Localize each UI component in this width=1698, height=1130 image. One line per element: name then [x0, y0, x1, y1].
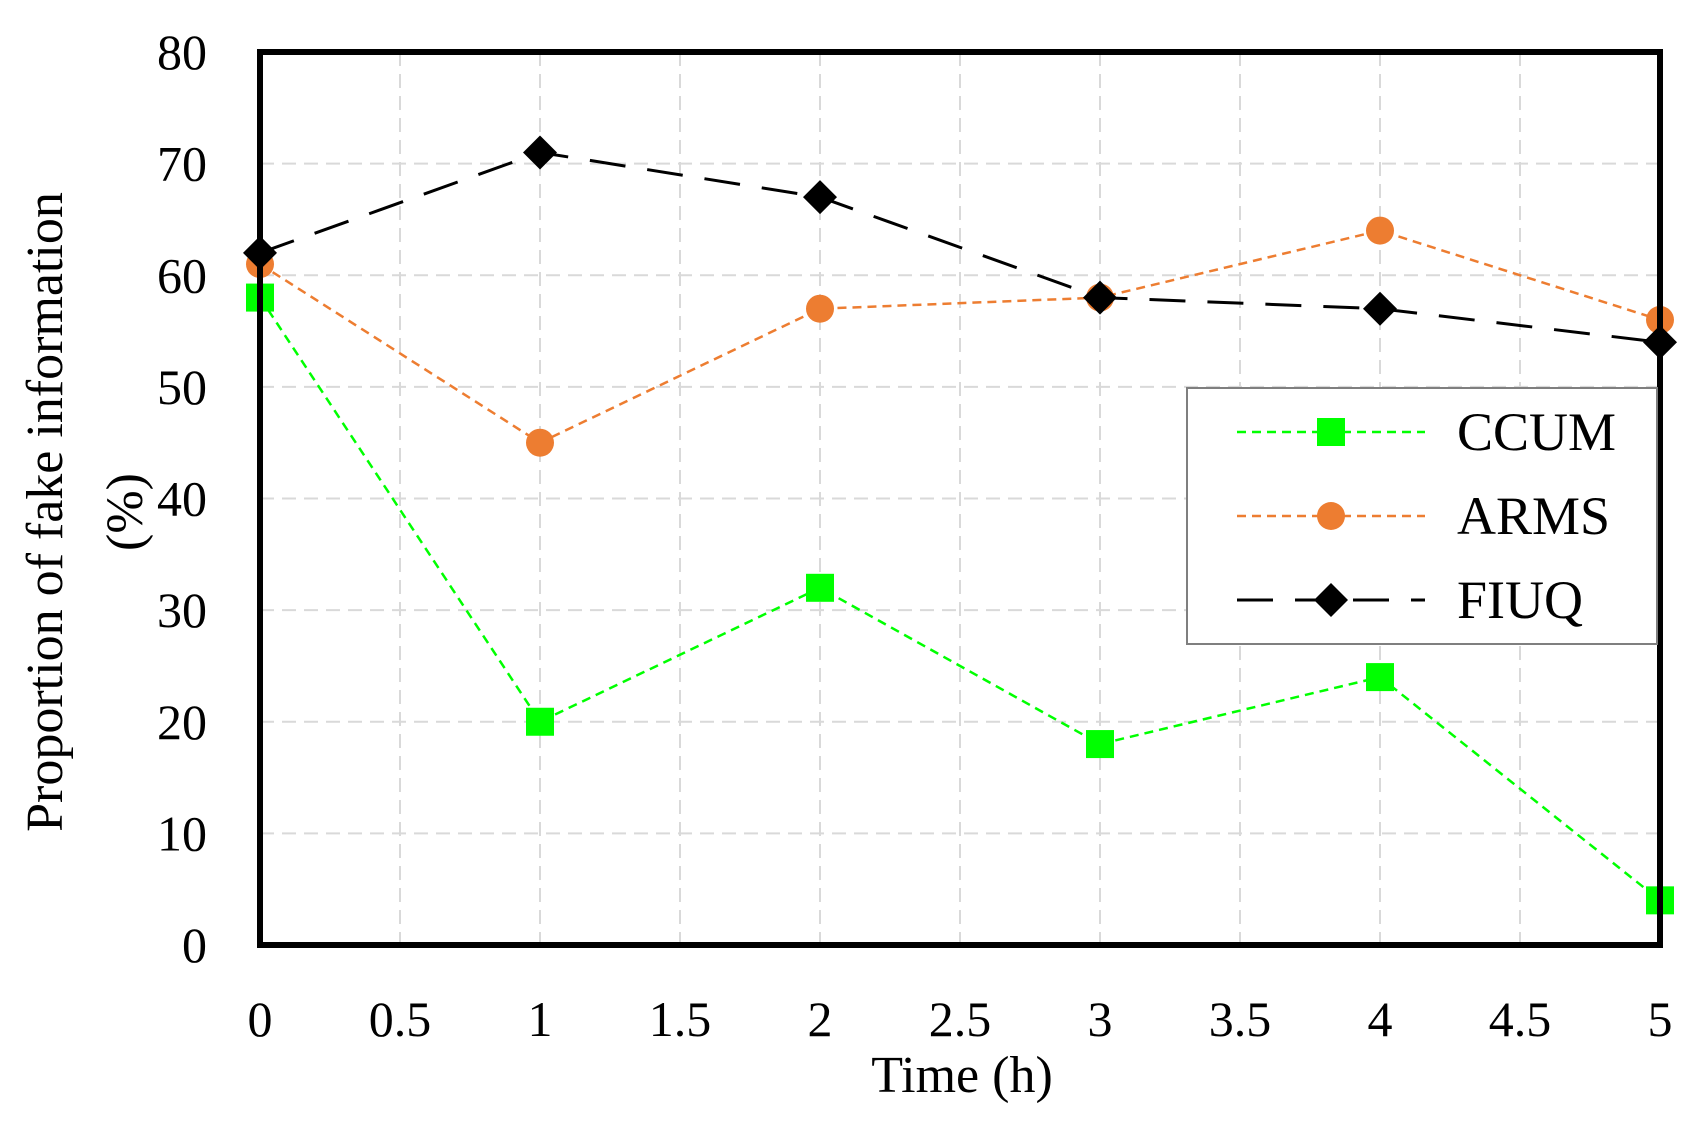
y-tick-label: 10	[157, 805, 207, 861]
legend-marker	[1314, 583, 1348, 617]
legend-marker	[1317, 418, 1345, 446]
series-ccum	[246, 283, 1674, 915]
x-tick-label: 4.5	[1489, 991, 1552, 1047]
plot-frame	[257, 49, 1663, 948]
x-tick-labels: 0 0.5 1 1.5 2 2.5 3 3.5 4 4.5 5	[248, 991, 1673, 1047]
x-tick-label: 2.5	[929, 991, 992, 1047]
y-tick-label: 70	[157, 136, 207, 192]
legend-item-arms: ARMS	[1237, 486, 1610, 546]
data-point-fiuq	[1363, 291, 1397, 326]
data-point-arms	[1366, 216, 1394, 245]
x-tick-label: 1	[528, 991, 553, 1047]
y-axis-title: Proportion of fake information (%)	[17, 192, 154, 832]
data-point-arms	[526, 428, 554, 457]
x-tick-label: 0.5	[369, 991, 432, 1047]
data-point-ccum	[806, 573, 834, 602]
x-tick-label: 3.5	[1209, 991, 1272, 1047]
x-tick-label: 1.5	[649, 991, 712, 1047]
x-tick-label: 3	[1088, 991, 1113, 1047]
data-point-arms	[806, 294, 834, 323]
y-tick-labels: 0 10 20 30 40 50 60 70 80	[157, 24, 207, 973]
y-tick-label: 30	[157, 582, 207, 638]
legend-label: FIUQ	[1457, 570, 1583, 630]
data-point-fiuq	[523, 135, 557, 170]
x-tick-label: 2	[808, 991, 833, 1047]
x-axis-title: Time (h)	[871, 1047, 1053, 1104]
data-point-ccum	[1366, 663, 1394, 692]
data-point-fiuq	[803, 180, 837, 215]
series-fiuq	[243, 135, 1677, 360]
y-axis-title-line2: (%)	[97, 473, 154, 551]
y-tick-label: 60	[157, 247, 207, 303]
grid-lines	[260, 52, 1660, 945]
legend-item-ccum: CCUM	[1237, 402, 1616, 462]
y-tick-label: 80	[157, 24, 207, 80]
x-tick-label: 0	[248, 991, 273, 1047]
legend-marker	[1317, 502, 1345, 530]
x-tick-label: 4	[1368, 991, 1393, 1047]
data-point-fiuq	[1083, 280, 1117, 315]
series-line-ccum	[258, 296, 1661, 902]
x-tick-label: 5	[1648, 991, 1673, 1047]
data-point-ccum	[526, 707, 554, 736]
y-tick-label: 50	[157, 359, 207, 415]
y-tick-label: 20	[157, 694, 207, 750]
y-tick-label: 40	[157, 471, 207, 527]
series-layer	[243, 135, 1677, 915]
legend: CCUM ARMS FIUQ	[1186, 387, 1658, 645]
series-line-fiuq	[259, 150, 1661, 344]
legend-item-fiuq: FIUQ	[1237, 570, 1583, 630]
y-tick-label: 0	[182, 917, 207, 973]
data-point-ccum	[1086, 730, 1114, 759]
legend-label: CCUM	[1457, 402, 1616, 462]
y-axis-title-line1: Proportion of fake information	[17, 192, 74, 832]
series-line-arms	[259, 229, 1661, 445]
legend-label: ARMS	[1457, 486, 1610, 546]
